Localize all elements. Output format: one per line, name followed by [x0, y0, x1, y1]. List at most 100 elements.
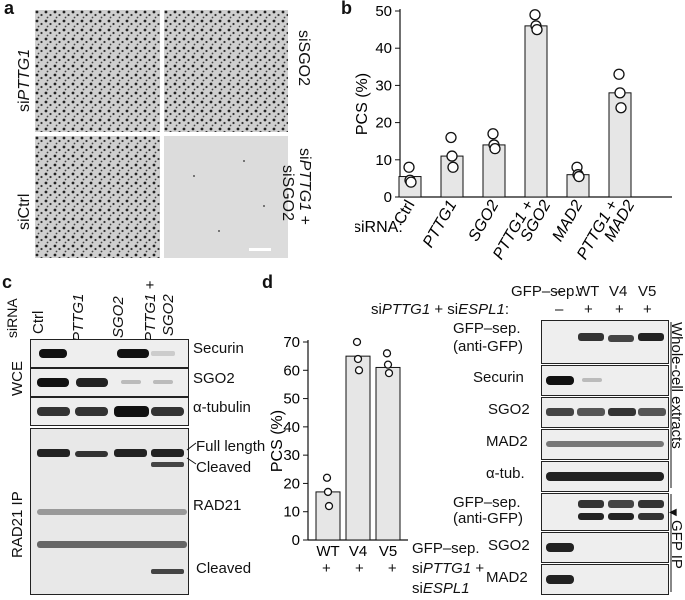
micrograph-sipttg1-cells — [35, 10, 160, 132]
blot-rad21-ip — [30, 428, 189, 595]
band-label-full-length: Full length — [196, 438, 266, 455]
data-point — [403, 161, 415, 173]
d-blot-securin — [541, 365, 669, 396]
data-point — [352, 337, 362, 347]
micrograph-sparse-cells — [193, 160, 271, 251]
data-point — [447, 161, 459, 173]
d-label-securin: Securin — [473, 369, 524, 386]
d-label-ip-gfp-sep: GFP–sep. — [453, 494, 521, 511]
x-tick-label: V5 — [379, 543, 397, 558]
band-label-rad21: RAD21 — [193, 497, 242, 514]
micrograph-sictrl-cells — [35, 136, 160, 258]
label-sipttg1-plus: siPTTG1 + — [296, 148, 313, 225]
data-point — [322, 473, 332, 482]
d-blot-ip-mad2 — [541, 564, 669, 595]
d-blot-sgo2 — [541, 397, 669, 428]
blot-rad21-bands — [37, 449, 187, 574]
d-header-sirna-label: siPTTG1 + siESPL1: — [371, 301, 509, 318]
data-point — [382, 349, 392, 358]
band-bracket-lines — [186, 442, 197, 465]
micrograph-sipttg1 — [35, 10, 160, 132]
d-plus-v4: + — [354, 560, 368, 577]
data-point — [573, 170, 585, 183]
d-label-anti-gfp: (anti-GFP) — [453, 338, 524, 355]
band-label-cleaved-bottom: Cleaved — [196, 560, 252, 577]
d-blot-gfp-sep — [541, 320, 669, 364]
d-blot-ip-sgo2-bands — [546, 543, 574, 552]
d-blot-ip-sgo2 — [541, 532, 669, 563]
d-header-v4: V4 — [609, 283, 628, 300]
y-tick-label: 40 — [283, 419, 300, 436]
data-point — [489, 142, 501, 155]
scale-bar — [249, 248, 271, 251]
x-tick-label: WT — [316, 543, 339, 558]
label-sipttg1: siPTTG1 — [16, 48, 33, 112]
data-point — [529, 9, 541, 21]
d-blot-ip-mad2-bands — [546, 575, 574, 584]
d-legend-gfp-sep: GFP–sep. — [412, 540, 480, 557]
lane-label-pttg1: PTTG1 — [70, 293, 87, 342]
data-point — [324, 501, 334, 511]
label-sisgo2-combo: siSGO2 — [279, 165, 296, 222]
x-tick-label: PTTG1 — [420, 198, 461, 251]
d-arrowhead: ◀ — [669, 507, 677, 518]
data-point — [354, 366, 364, 375]
label-sirna-c: siRNA — [4, 298, 20, 338]
d-side-gfp-ip: GFP IP — [668, 520, 685, 569]
y-tick-label: 40 — [375, 40, 392, 57]
blot-securin — [30, 339, 189, 368]
y-axis-label: PCS (%) — [270, 410, 286, 472]
d-blot-sgo2-bands — [546, 408, 666, 416]
data-point — [613, 68, 625, 80]
micrograph-sipttg1-sisgo2 — [164, 136, 288, 258]
data-point — [383, 360, 393, 369]
sirna-label: siRNA: — [355, 219, 403, 236]
label-wce-c: WCE — [9, 361, 26, 396]
data-point — [615, 102, 627, 114]
bar — [345, 355, 371, 541]
d-label-ip-anti-gfp: (anti-GFP) — [453, 510, 524, 527]
y-tick-label: 30 — [375, 77, 392, 94]
y-tick-label: 20 — [375, 115, 392, 132]
micrograph-sictrl — [35, 136, 160, 258]
y-tick-label: 60 — [283, 362, 300, 379]
d-legend-siespl1: siESPL1 — [412, 580, 470, 597]
d-blot-mad2 — [541, 429, 669, 460]
blot-sgo2 — [30, 368, 189, 397]
d-blot-tub — [541, 461, 669, 492]
micrograph-sisgo2 — [164, 10, 288, 132]
micrograph-sisgo2-cells — [164, 10, 288, 132]
d-label-ip-mad2: MAD2 — [486, 569, 528, 586]
d-label-sgo2: SGO2 — [488, 401, 530, 418]
data-point — [445, 131, 457, 144]
data-point — [531, 23, 543, 36]
y-tick-label: 0 — [292, 532, 300, 549]
lane-label-sgo2-combo: SGO2 — [160, 294, 177, 336]
d-legend-sipttg1: siPTTG1 + — [412, 560, 485, 577]
d-blot-ip-gfp — [541, 493, 669, 531]
d-header-dash: – — [554, 283, 563, 300]
label-sisgo2: siSGO2 — [295, 30, 312, 87]
blot-tubulin-bands — [37, 406, 184, 417]
blot-sgo2-bands — [37, 378, 173, 387]
d-header-plus-1: + — [584, 301, 593, 318]
y-tick-label: 10 — [283, 504, 300, 521]
d-side-brackets — [670, 322, 672, 592]
d-header-v5: V5 — [638, 283, 657, 300]
d-side-wce: Whole-cell extracts — [668, 322, 685, 449]
y-tick-label: 50 — [375, 3, 392, 20]
data-point — [323, 487, 333, 497]
y-tick-label: 0 — [384, 189, 392, 206]
data-point — [487, 128, 499, 140]
d-label-gfp-sep: GFP–sep. — [453, 320, 521, 337]
d-header-plus-2: + — [615, 301, 624, 318]
data-point — [405, 176, 417, 188]
y-axis-label: PCS (%) — [355, 73, 371, 135]
blot-alpha-tubulin — [30, 397, 189, 426]
blot-securin-bands — [39, 349, 175, 358]
d-header-plus-3: + — [643, 301, 652, 318]
d-header-minus: – — [555, 301, 564, 318]
x-tick-label: SGO2 — [466, 197, 503, 244]
